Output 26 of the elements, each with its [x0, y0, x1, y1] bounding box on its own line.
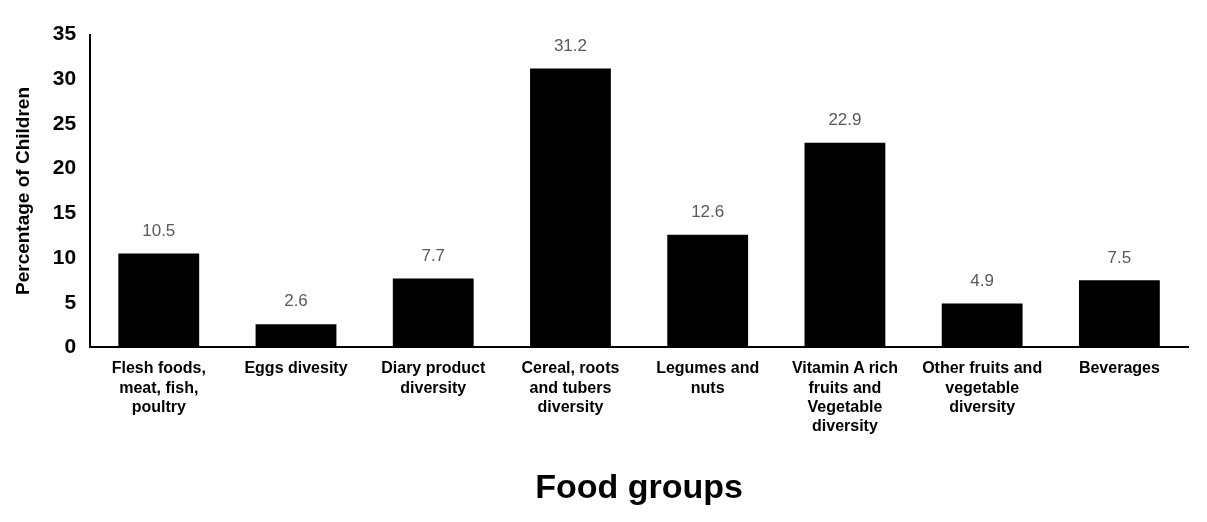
y-tick-label: 0: [64, 334, 77, 358]
y-tick-label: 10: [52, 244, 77, 268]
x-tick-label: Vitamin A rich fruits and Vegetable diversity: [791, 359, 898, 435]
data-label: 7.7: [421, 245, 446, 265]
x-tick-label: Cereal, roots and tubers diversity: [521, 359, 620, 415]
data-label: 31.2: [553, 35, 588, 55]
y-tick-label: 15: [52, 200, 77, 224]
x-tick-label: Legumes and nuts: [656, 359, 760, 396]
data-label: 22.9: [828, 109, 862, 129]
x-tick-label: Eggs divesity: [244, 359, 348, 377]
data-label: 12.6: [691, 201, 725, 221]
data-label: 10.5: [142, 220, 176, 240]
y-axis-title: Percentage of Children: [11, 87, 33, 295]
y-tick-label: 30: [52, 66, 77, 90]
x-tick-label: Beverages: [1078, 359, 1160, 377]
y-tick-label: 20: [52, 155, 77, 179]
data-label: 7.5: [1107, 247, 1132, 267]
x-tick-label: Diary product diversity: [381, 359, 486, 396]
data-label: 2.6: [284, 291, 308, 311]
y-tick-label: 35: [52, 21, 77, 45]
data-label: 4.9: [970, 270, 994, 290]
x-tick-label: Other fruits and vegetable diversity: [922, 359, 1043, 415]
y-tick-label: 25: [52, 110, 77, 134]
x-tick-label: Flesh foods, meat, fish, poultry: [111, 359, 206, 415]
x-axis-title: Food groups: [535, 466, 743, 505]
y-tick-label: 5: [64, 289, 77, 313]
